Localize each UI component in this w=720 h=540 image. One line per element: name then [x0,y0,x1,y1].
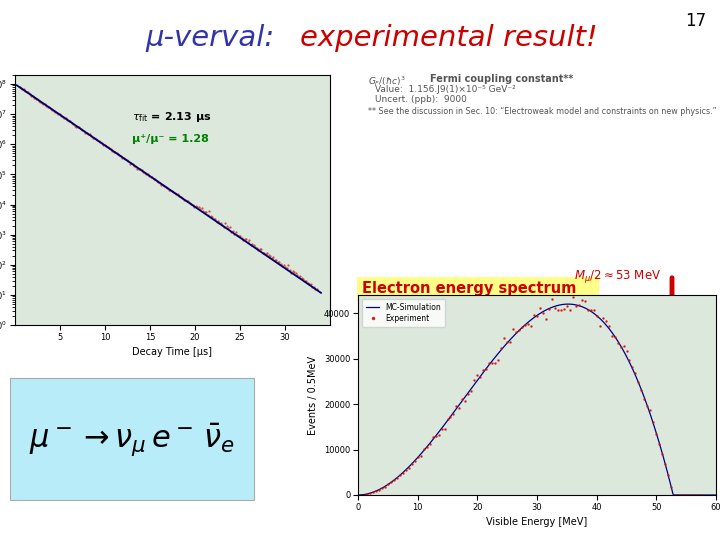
MC-Simulation [711,492,720,498]
Text: Uncert. (ppb):  9000: Uncert. (ppb): 9000 [375,95,467,104]
FancyBboxPatch shape [357,277,599,301]
Experiment [491,360,500,366]
Experiment [580,298,589,304]
MC-Simulation [565,301,574,307]
FancyArrowPatch shape [667,278,678,327]
Experiment [398,470,407,476]
MC-Simulation [417,450,426,457]
Line: MC-Simulation: MC-Simulation [358,304,716,495]
MC-Simulation [593,313,602,320]
Text: $\tau_{\rm fit}$ = 2.13 μs: $\tau_{\rm fit}$ = 2.13 μs [132,110,212,124]
X-axis label: Decay Time [μs]: Decay Time [μs] [132,347,212,357]
Experiment [670,492,678,498]
Experiment [452,403,461,409]
MC-Simulation [624,356,632,363]
Text: μ-verval:: μ-verval: [145,24,284,52]
Experiment [697,492,706,498]
FancyBboxPatch shape [10,378,254,500]
Experiment [619,343,628,349]
Experiment [569,294,577,300]
Text: Fermi coupling constant**: Fermi coupling constant** [430,74,573,84]
Line: Experiment: Experiment [363,296,702,496]
Text: Electron energy spectrum: Electron energy spectrum [362,281,577,296]
X-axis label: Visible Energy [MeV]: Visible Energy [MeV] [487,517,588,527]
Text: μ⁺/μ⁻ = 1.28: μ⁺/μ⁻ = 1.28 [132,134,209,144]
Text: $\mu^- \rightarrow \nu_\mu \, e^- \, \bar{\nu}_e$: $\mu^- \rightarrow \nu_\mu \, e^- \, \ba… [29,422,235,458]
Text: $M_\mu/2{\approx}53\ \rm MeV$: $M_\mu/2{\approx}53\ \rm MeV$ [574,268,661,285]
MC-Simulation [516,326,524,333]
Text: $G_F/(\hbar c)^3$: $G_F/(\hbar c)^3$ [368,74,405,88]
MC-Simulation [354,492,362,498]
MC-Simulation [446,414,454,421]
Y-axis label: Events / 0.5MeV: Events / 0.5MeV [308,355,318,435]
MC-Simulation [564,301,572,307]
Text: ** See the discussion in Sec. 10: “Electroweak model and constraints on new phys: ** See the discussion in Sec. 10: “Elect… [368,107,716,116]
Experiment [455,405,464,411]
Text: experimental result!: experimental result! [300,24,598,52]
Text: Value:  1.156.J9(1)×10⁻⁵ GeV⁻²: Value: 1.156.J9(1)×10⁻⁵ GeV⁻² [375,85,516,94]
Legend: MC-Simulation, Experiment: MC-Simulation, Experiment [362,299,445,327]
Text: 17: 17 [685,12,706,30]
Experiment [360,491,369,498]
